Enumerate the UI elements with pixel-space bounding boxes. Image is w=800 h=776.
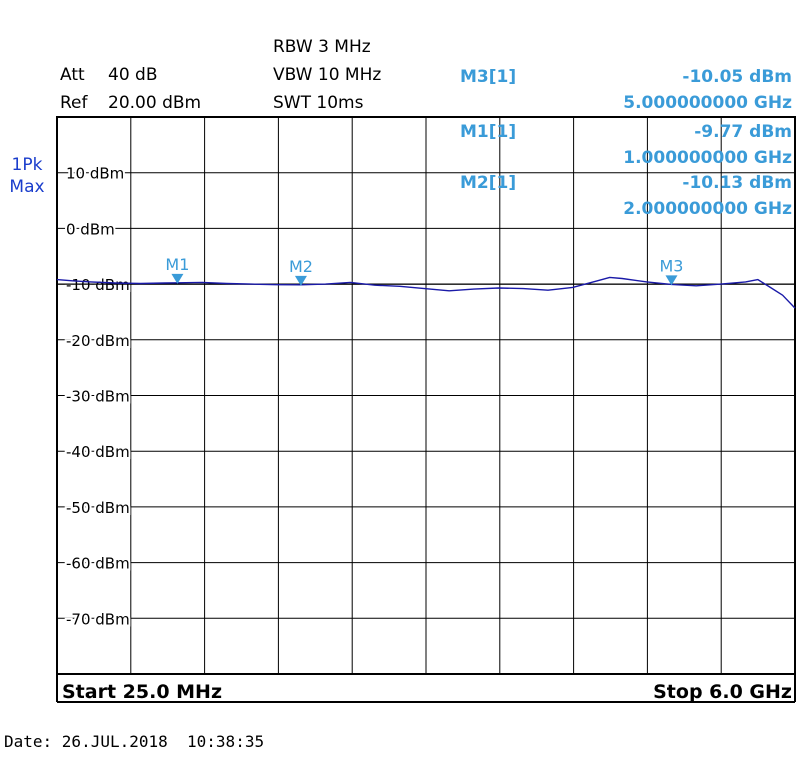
y-tick-label: -30 dBm (66, 388, 130, 406)
y-tick-label: -10 dBm (66, 276, 130, 294)
marker-m2-name: M2[1] (460, 173, 517, 193)
y-tick-label: -50 dBm (66, 499, 130, 517)
ref-label: Ref (60, 93, 88, 113)
marker-triangle (171, 273, 184, 284)
y-tick-label: -70 dBm (66, 610, 130, 628)
marker-triangle (665, 275, 678, 286)
marker-m3-level: -10.05 dBm (682, 67, 792, 87)
marker-m3-name: M3[1] (460, 67, 517, 87)
marker-m1-level: -9.77 dBm (694, 122, 792, 142)
ref-value: 20.00 dBm (108, 93, 202, 113)
marker-label: M3 (659, 256, 683, 275)
start-frequency: Start 25.0 MHz (62, 681, 223, 703)
marker-label: M1 (165, 255, 189, 274)
marker-triangle (294, 275, 307, 286)
plot-frame (56, 116, 796, 675)
y-tick-label: -60 dBm (66, 555, 130, 573)
y-tick-label: -20 dBm (66, 332, 130, 350)
swt-setting: SWT 10ms (273, 93, 364, 113)
marker-m2-level: -10.13 dBm (682, 173, 792, 193)
date-stamp: Date: 26.JUL.2018 10:38:35 (4, 732, 265, 751)
y-tick-label: -40 dBm (66, 443, 130, 461)
marker-m1-freq: 1.000000000 GHz (623, 148, 792, 168)
y-tick-label: 0 dBm (66, 220, 115, 238)
y-tick-label: 10 dBm (66, 165, 124, 183)
marker-m2-freq: 2.000000000 GHz (623, 199, 792, 219)
trace-label: 1Pk Max (6, 154, 48, 198)
trace-label-mode: Max (9, 177, 45, 197)
att-value: 40 dB (108, 65, 158, 85)
rbw-setting: RBW 3 MHz (273, 37, 371, 57)
marker-m3-freq: 5.000000000 GHz (623, 93, 792, 113)
trace-1-line (56, 276, 796, 309)
att-label: Att (60, 65, 85, 85)
trace-label-detector: 1Pk (11, 155, 43, 175)
marker-label: M2 (289, 257, 313, 276)
marker-m1-name: M1[1] (460, 122, 517, 142)
stop-frequency: Stop 6.0 GHz (653, 681, 792, 703)
vbw-setting: VBW 10 MHz (273, 65, 382, 85)
